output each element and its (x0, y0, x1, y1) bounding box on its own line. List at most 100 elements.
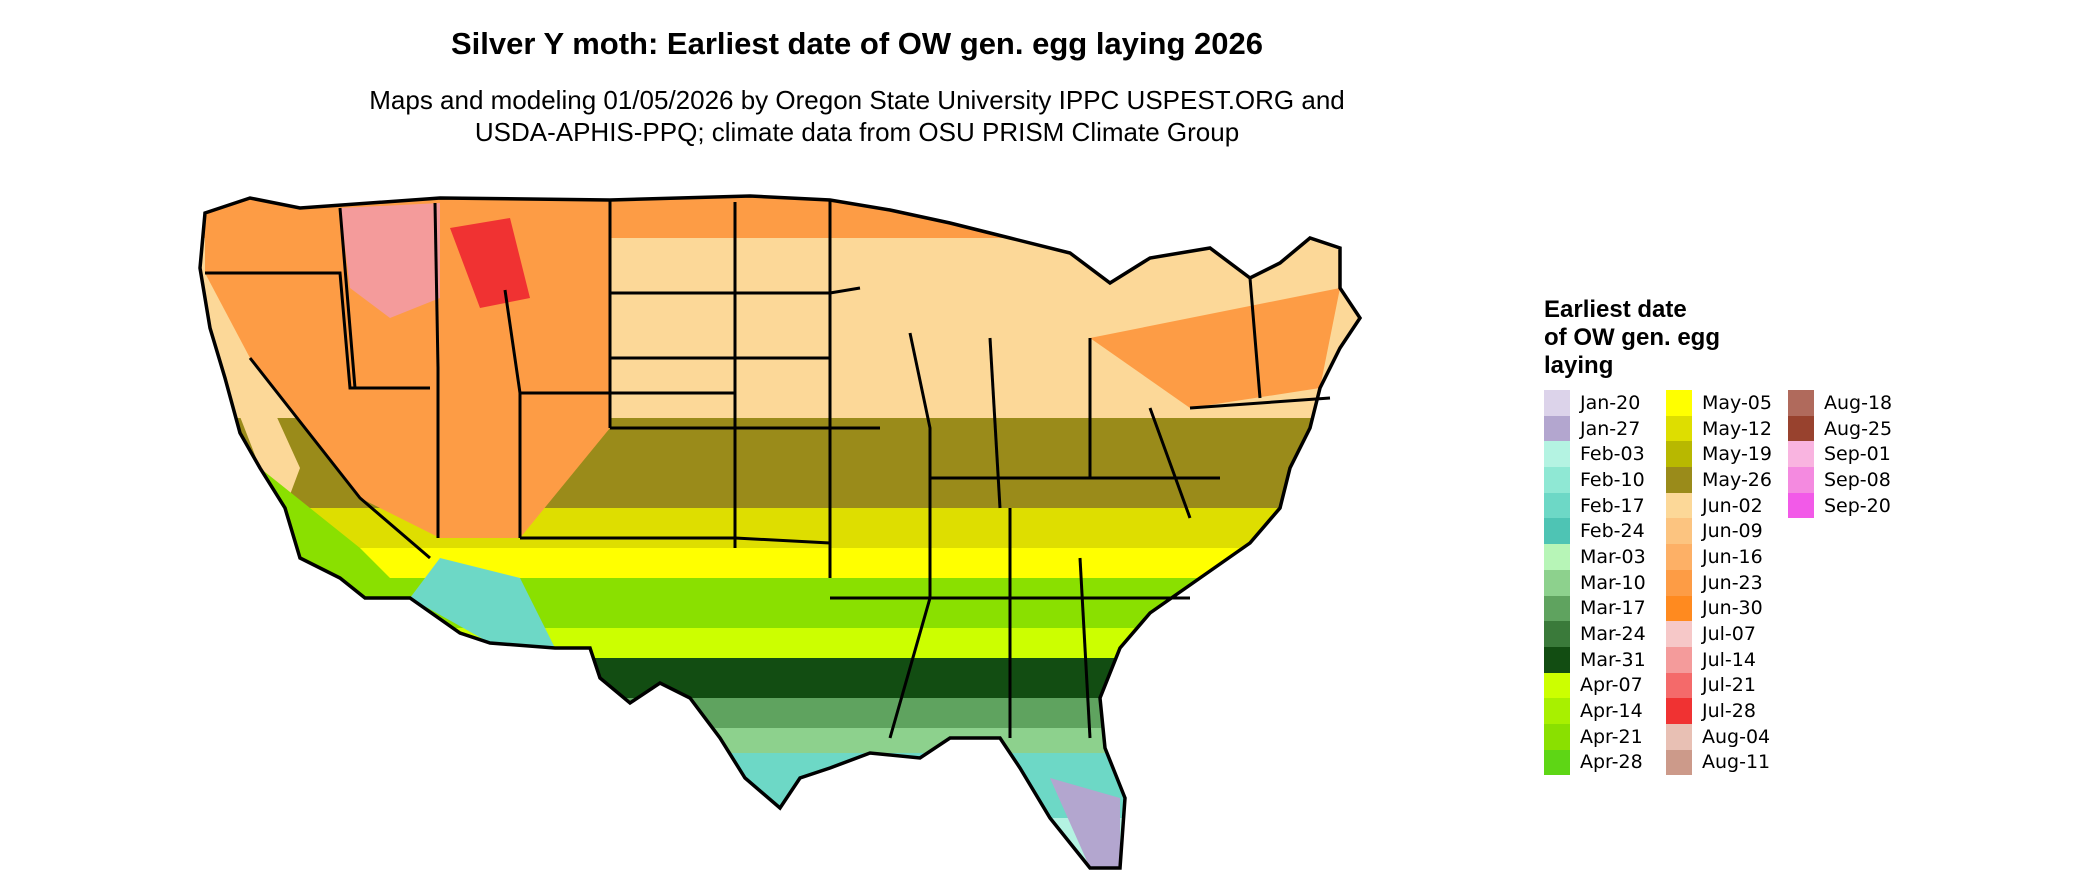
map-patch (1050, 778, 1120, 868)
legend-item: Sep-08 (1788, 467, 1892, 493)
legend-label: Apr-21 (1580, 725, 1643, 748)
legend-swatch (1544, 390, 1570, 416)
map-band (200, 548, 1360, 578)
legend-swatch (1666, 723, 1692, 750)
legend-label: Sep-08 (1824, 468, 1891, 491)
legend-label: Jan-27 (1580, 417, 1641, 440)
legend-item: Apr-07 (1544, 672, 1646, 699)
legend-swatch (1544, 441, 1570, 468)
legend-swatch (1666, 569, 1692, 596)
map-patch (210, 328, 300, 508)
map-title: Silver Y moth: Earliest date of OW gen. … (451, 26, 1263, 61)
legend-label: Feb-10 (1580, 468, 1645, 491)
legend-label: Jun-16 (1702, 545, 1763, 568)
legend-label: Jul-28 (1702, 700, 1756, 723)
legend-item: Aug-11 (1666, 749, 1772, 776)
legend-swatch (1544, 749, 1570, 776)
legend-label: Aug-11 (1702, 751, 1771, 774)
legend-item: Feb-17 (1544, 492, 1646, 519)
legend-swatch (1788, 415, 1814, 442)
legend-label: May-05 (1702, 391, 1772, 414)
legend-column: Aug-18 Aug-25 Sep-01 Sep-08 Sep-20 (1788, 390, 1892, 519)
legend-swatch (1666, 467, 1692, 493)
legend-item: Mar-03 (1544, 544, 1646, 570)
legend-title-line-2: of OW gen. egg (1544, 324, 1720, 351)
legend-item: Apr-14 (1544, 698, 1646, 724)
legend-swatch (1544, 492, 1570, 519)
subtitle-line-2: USDA-APHIS-PPQ; climate data from OSU PR… (474, 117, 1240, 147)
legend-column: May-05 May-12 May-19 May-26 Jun-02 Jun-09 Jun-… (1666, 390, 1772, 776)
legend-item: Mar-10 (1544, 569, 1646, 596)
map-bands (190, 196, 1520, 890)
map-patch (1090, 288, 1340, 408)
legend-item: May-12 (1666, 415, 1772, 442)
legend-swatch (1666, 749, 1692, 776)
legend-label: Jun-23 (1702, 571, 1763, 594)
legend-swatch (1666, 415, 1692, 442)
legend-item: Aug-04 (1666, 723, 1772, 750)
legend-swatch (1544, 569, 1570, 596)
legend-swatch (1544, 595, 1570, 622)
legend-label: Jun-09 (1702, 520, 1763, 543)
map-subtitle: Maps and modeling 01/05/2026 by Oregon S… (0, 84, 1714, 148)
map-band (200, 698, 1360, 728)
legend-title: Earliest date of OW gen. egg laying (1544, 296, 1804, 380)
legend-label: Jul-21 (1702, 674, 1756, 697)
legend-swatch (1544, 518, 1570, 545)
legend-item: Jan-20 (1544, 390, 1646, 416)
legend-title-line-1: Earliest date (1544, 296, 1687, 323)
legend-item: Jul-21 (1666, 672, 1772, 699)
legend-swatch (1788, 441, 1814, 468)
map-band (200, 753, 1360, 818)
legend-swatch (1666, 672, 1692, 699)
legend-item: Apr-28 (1544, 749, 1646, 776)
legend-label: Jul-14 (1702, 648, 1756, 671)
legend-swatch (1544, 646, 1570, 673)
legend-swatch (1666, 621, 1692, 647)
map-patch (450, 218, 530, 308)
legend-item: Mar-17 (1544, 595, 1646, 622)
legend-label: Jun-30 (1702, 597, 1763, 620)
legend-label: Jun-02 (1702, 494, 1763, 517)
legend-label: Feb-17 (1580, 494, 1645, 517)
legend-item: Apr-21 (1544, 723, 1646, 750)
legend-label: Sep-01 (1824, 443, 1891, 466)
legend-swatch (1666, 595, 1692, 622)
legend-swatch (1544, 723, 1570, 750)
map-patch (410, 558, 555, 648)
legend-item: Aug-18 (1788, 390, 1892, 416)
legend-label: Apr-14 (1580, 700, 1643, 723)
legend-label: Mar-10 (1580, 571, 1646, 594)
subtitle-line-1: Maps and modeling 01/05/2026 by Oregon S… (369, 85, 1345, 115)
map-patch (260, 468, 410, 598)
map-band (200, 818, 1360, 868)
legend-swatch (1666, 492, 1692, 519)
legend-item: Jul-14 (1666, 646, 1772, 673)
legend-item: Jul-07 (1666, 621, 1772, 647)
legend-swatch (1544, 467, 1570, 493)
us-outline (198, 194, 1363, 870)
map-band (200, 508, 1360, 548)
legend-item: Jun-23 (1666, 569, 1772, 596)
legend-swatch (1666, 390, 1692, 416)
legend-label: Jul-07 (1702, 623, 1756, 646)
legend-swatch (1666, 544, 1692, 570)
legend-label: Mar-24 (1580, 623, 1646, 646)
map-band (200, 628, 1360, 658)
state-borders (205, 200, 1331, 739)
legend-swatch (1544, 698, 1570, 724)
map-patch (340, 203, 440, 318)
map-band (200, 728, 1360, 753)
map-band (200, 658, 1360, 698)
legend-item: Feb-03 (1544, 441, 1646, 468)
legend-item: Feb-24 (1544, 518, 1646, 545)
legend-item: Jun-16 (1666, 544, 1772, 570)
legend-item: Jan-27 (1544, 415, 1646, 442)
map-band (190, 868, 1520, 890)
legend-swatch (1666, 518, 1692, 545)
legend-item: May-19 (1666, 441, 1772, 468)
legend-swatch (1544, 672, 1570, 699)
legend-label: Sep-20 (1824, 494, 1891, 517)
legend-swatch (1544, 544, 1570, 570)
legend-swatch (1788, 492, 1814, 519)
